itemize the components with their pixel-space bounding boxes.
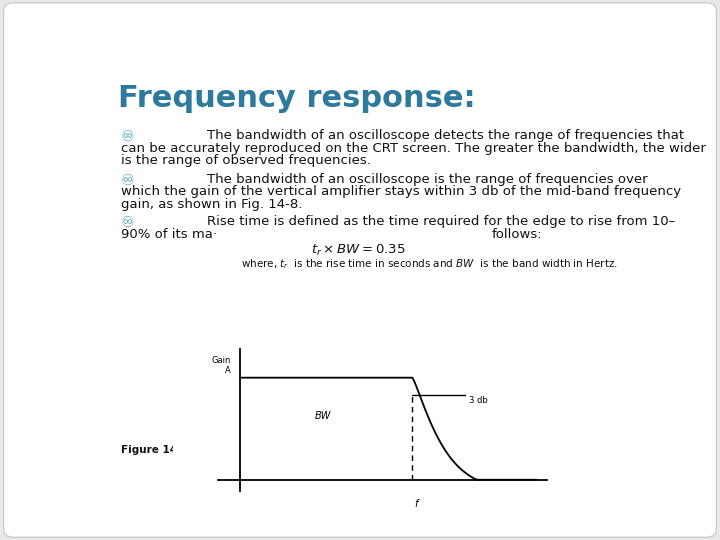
Text: ♾: ♾ [121,215,135,231]
Text: The bandwidth of an oscilloscope is the range of frequencies over: The bandwidth of an oscilloscope is the … [207,173,648,186]
Text: Gain
A: Gain A [212,356,231,375]
Text: Frequency response:: Frequency response: [118,84,475,112]
Text: Rise time is defined as the time required for the edge to rise from 10–: Rise time is defined as the time require… [207,215,675,228]
Text: 90% of its ma·: 90% of its ma· [121,228,217,241]
Text: The bandwidth of an oscilloscope detects the range of frequencies that: The bandwidth of an oscilloscope detects… [207,129,684,142]
Text: gain, as shown in Fig. 14-8.: gain, as shown in Fig. 14-8. [121,198,302,211]
Text: BW: BW [315,410,330,421]
Text: Figure 14-8: Figure 14-8 [121,446,189,455]
Text: is the range of observed frequencies.: is the range of observed frequencies. [121,154,371,167]
Text: ♾: ♾ [121,129,135,144]
Text: which the gain of the vertical amplifier stays within 3 db of the mid-band frequ: which the gain of the vertical amplifier… [121,185,681,198]
Text: Frequency response graphs: Frequency response graphs [185,446,342,455]
Text: 3 db: 3 db [469,396,487,405]
Text: where, $t_r$  is the rise time in seconds and $BW$  is the band width in Hertz.: where, $t_r$ is the rise time in seconds… [240,257,618,271]
Text: can be accurately reproduced on the CRT screen. The greater the bandwidth, the w: can be accurately reproduced on the CRT … [121,141,706,155]
Text: follows:: follows: [492,228,542,241]
Text: $t_r \times BW = 0.35$: $t_r \times BW = 0.35$ [310,243,405,258]
Text: ♾: ♾ [121,173,135,188]
Text: f: f [415,499,418,509]
